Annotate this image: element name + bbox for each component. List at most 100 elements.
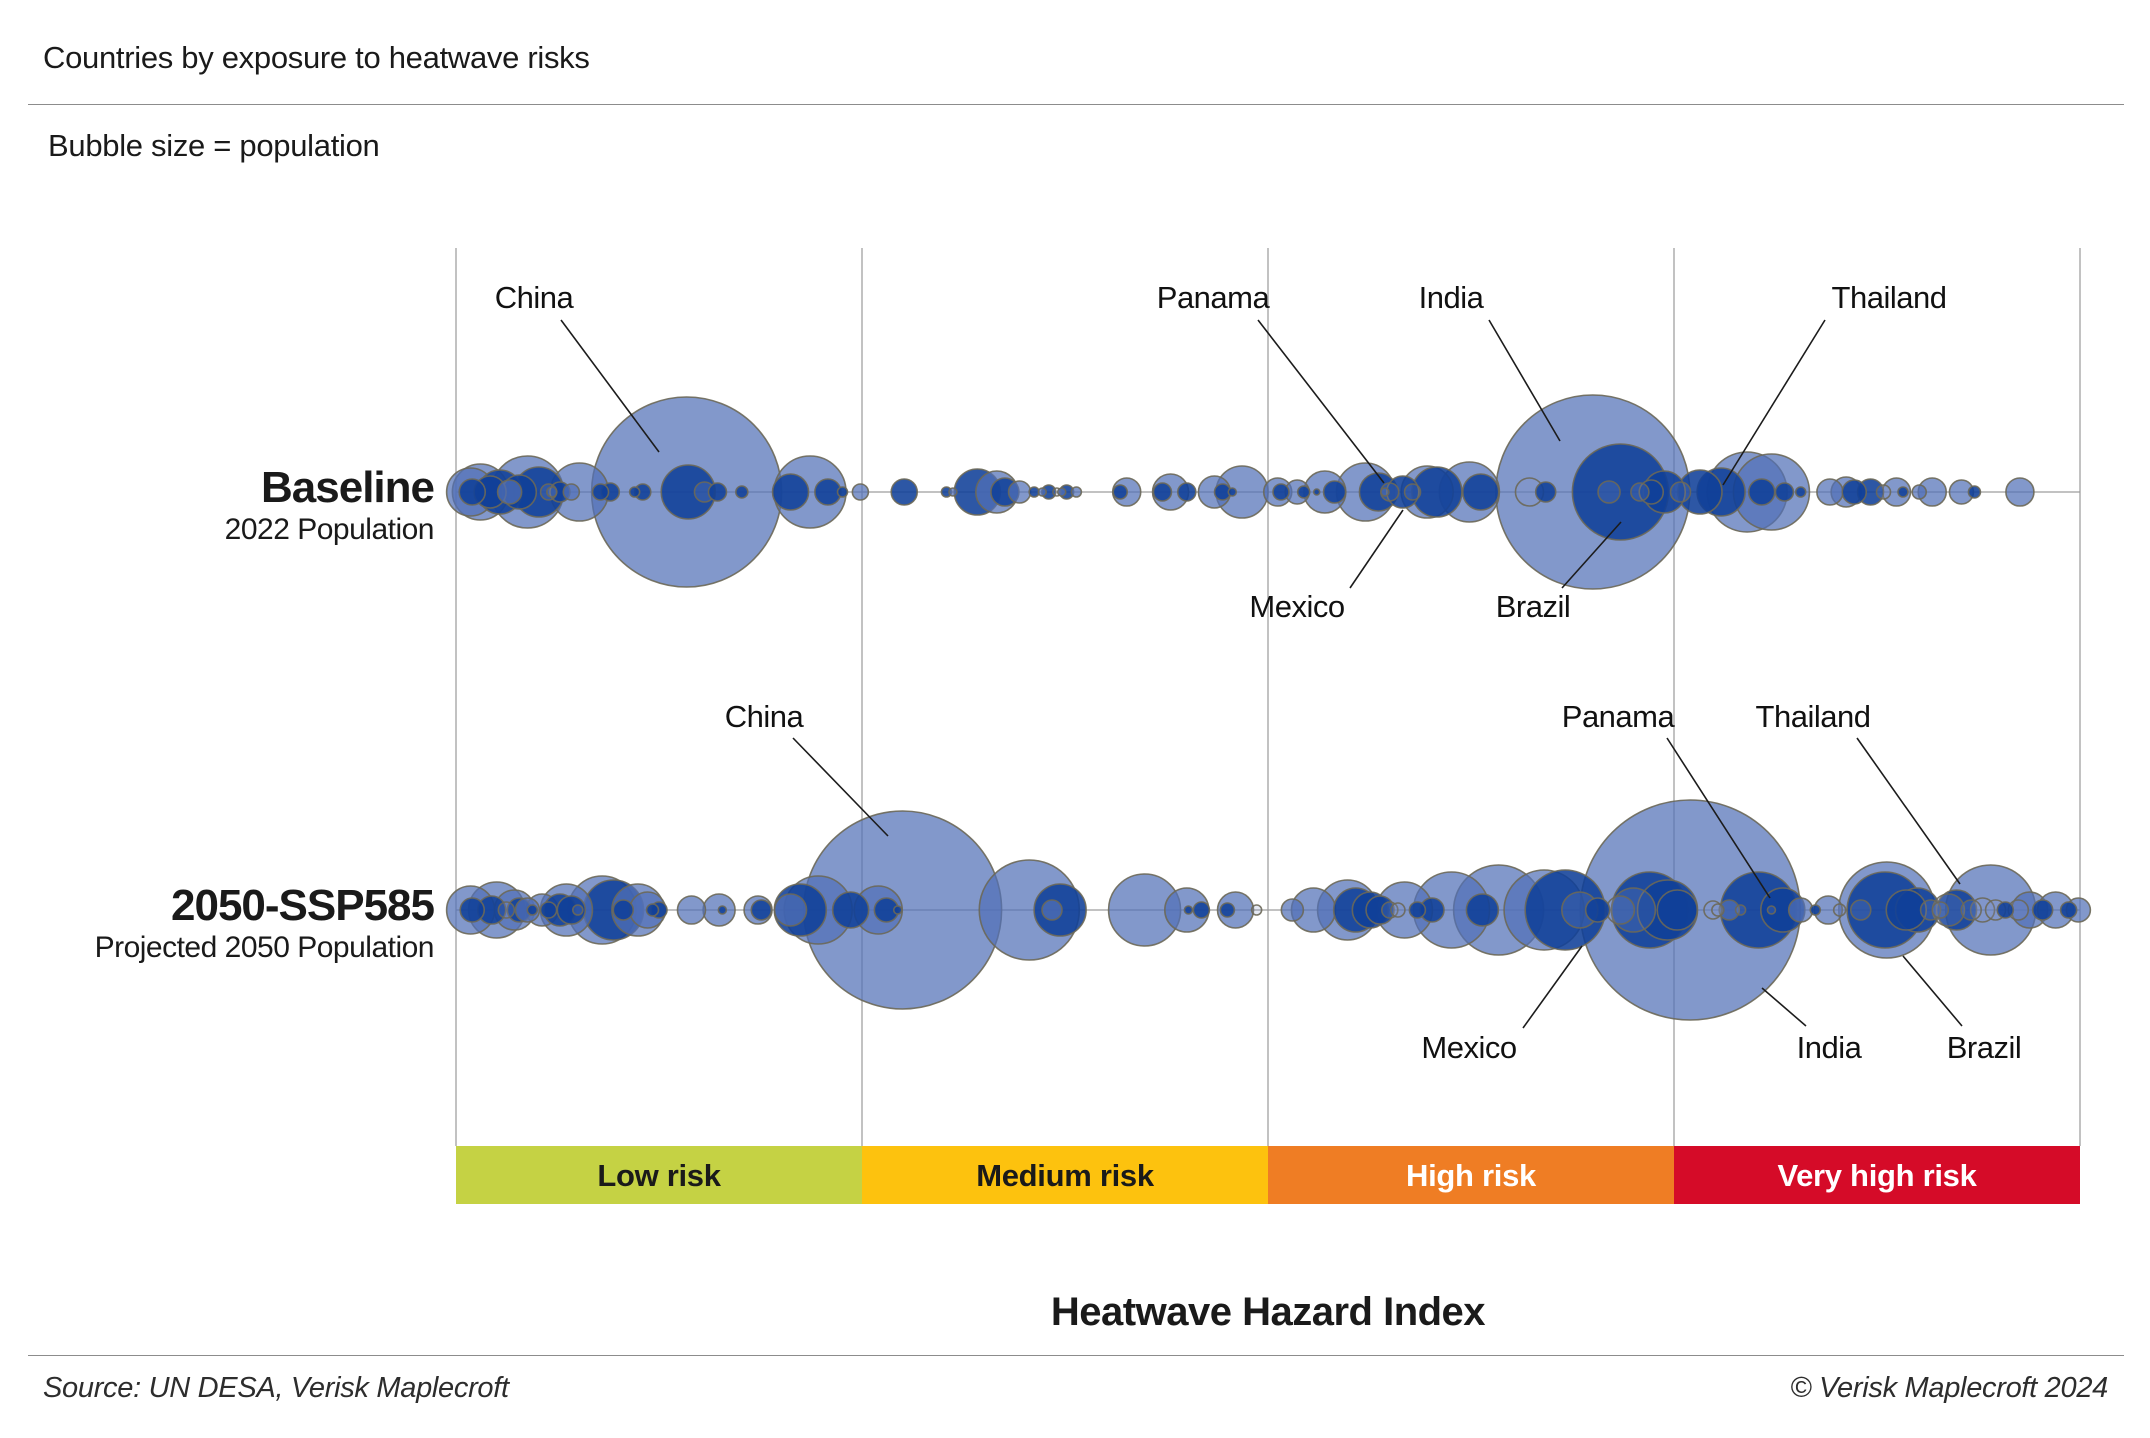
annotation-label-panama: Panama [1157,280,1271,315]
bubble [2031,899,2054,921]
leader-line-mexico [1349,509,1404,589]
annotation-label-brazil: Brazil [1947,1030,2022,1065]
bubble [1041,899,1063,921]
bubble [1832,903,1847,917]
bubble [1183,905,1194,915]
row-label-2050-sub: Projected 2050 Population [94,931,435,964]
bubble-panama [1380,487,1390,497]
bubble [1605,895,1636,925]
bubble [1584,897,1611,923]
annotation-label-china: China [495,280,575,315]
bubble [1390,902,1406,918]
bubble [948,487,958,497]
leader-line-mexico [1522,945,1583,1029]
risk-band-label: Low risk [597,1158,721,1193]
bubble [1610,887,1657,933]
bubble [1597,480,1621,504]
row-label-2050: 2050-SSP585 Projected 2050 Population [94,881,435,969]
bubble [1216,891,1255,929]
bubble [628,486,641,498]
annotation-label-brazil: Brazil [1496,589,1571,624]
bubble [497,901,516,919]
bubble [1177,482,1197,502]
bubble [771,473,810,511]
leader-line-panama [1257,319,1385,484]
leader-line-brazil [1561,521,1622,589]
bubble [1996,901,2015,919]
bubble [1152,482,1173,502]
bubble [1849,899,1872,921]
bubble [1774,482,1795,502]
row-label-baseline: Baseline 2022 Population [224,466,435,551]
bubble [1897,486,1909,498]
bubble [1312,488,1321,496]
bubble [1465,893,1500,927]
bubble [1280,898,1305,922]
bubble [851,483,870,501]
bubble [1816,478,1844,506]
bubble [1656,889,1699,931]
bubble [1403,483,1422,501]
bubble [1787,897,1814,923]
bubble [1227,487,1238,497]
bubble [836,486,849,498]
bubble [892,905,903,915]
bubble [526,904,539,916]
bubble [773,893,808,927]
bubble [1112,484,1129,500]
risk-band-high-risk [1268,1146,1674,1204]
bubble [1734,904,1747,916]
bubble [1703,900,1723,920]
bubble [1718,899,1741,921]
bubble [1381,901,1399,919]
bubble [2059,901,2078,919]
bubble [458,478,487,506]
leader-line-china [792,737,889,837]
bubble [1875,484,1892,500]
annotation-label-mexico: Mexico [1249,589,1344,624]
x-axis-title: Heatwave Hazard Index [1050,1290,1486,1334]
annotation-label-india: India [1797,1030,1863,1065]
row-label-baseline-sub: 2022 Population [224,513,435,546]
annotation-label-china: China [725,699,805,734]
page-title: Countries by exposure to heatwave risks [43,40,590,75]
bubble [1885,889,1928,931]
bubble [890,478,919,506]
annotation-label-thailand: Thailand [1756,699,1871,734]
bubble [539,901,558,919]
annotation-label-india: India [1419,280,1485,315]
annotation-label-panama: Panama [1562,699,1676,734]
bubble [1219,902,1236,918]
bubble [1638,479,1665,505]
leader-line-brazil [1902,955,1963,1027]
bubble [1070,486,1083,498]
bubble [546,486,558,498]
risk-band-medium-risk [862,1146,1268,1204]
bubble [1007,480,1032,504]
bubble-panama [1766,905,1777,915]
bubble [1809,904,1822,916]
bubble [1322,480,1347,504]
bubble [1967,485,1982,499]
risk-band-very-high-risk [1674,1146,2080,1204]
bubble [1911,484,1928,500]
bubble [1747,478,1776,506]
row-label-2050-title: 2050-SSP585 [171,881,435,930]
bubble [1534,481,1557,503]
bubble [1192,901,1211,919]
bubble [1037,487,1048,497]
bubble [1841,479,1868,505]
bubble [459,897,486,923]
bubble [750,899,773,921]
bubble [1669,481,1692,503]
bubble [1250,904,1263,916]
bubble [1919,899,1942,921]
bubble [1056,487,1067,497]
footer-divider [28,1355,2124,1356]
leader-line-india [1761,987,1807,1027]
bubble [612,899,635,921]
bubble [831,891,870,929]
bubble [1630,482,1650,502]
bubble [1408,901,1427,919]
